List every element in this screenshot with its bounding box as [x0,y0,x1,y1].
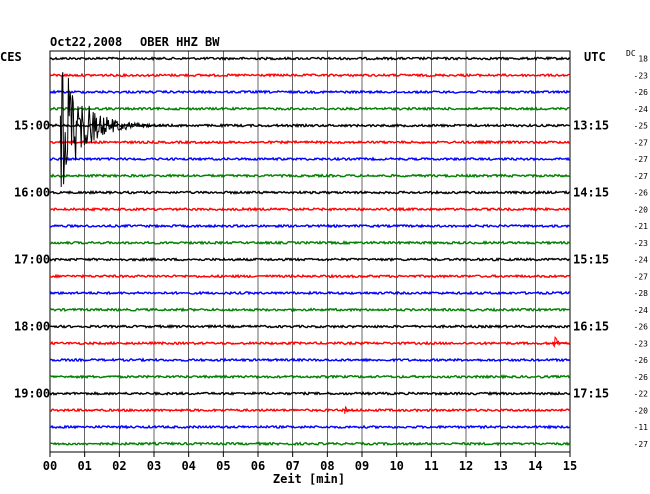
x-tick-label: 03 [147,459,161,473]
dc-label: DC [626,49,636,58]
seismic-trace [49,441,571,447]
seismic-trace [49,156,571,162]
dc-offset-label: -26 [634,356,649,365]
dc-offset-label: -24 [634,256,649,265]
seismic-trace [49,173,571,179]
dc-offset-label: -20 [634,406,649,415]
seismic-trace [49,139,571,145]
right-time-label: 13:15 [573,119,609,133]
dc-offset-label: -27 [634,172,649,181]
seismic-trace [49,374,571,380]
right-time-label: 14:15 [573,186,609,200]
header-station: OBER HHZ BW [140,35,220,49]
x-tick-label: 05 [216,459,230,473]
grid [49,50,571,457]
x-tick-label: 00 [43,459,57,473]
dc-offset-label: -27 [634,138,649,147]
seismic-trace [49,257,571,263]
dc-offset-label: -28 [634,289,649,298]
x-tick-label: 02 [112,459,126,473]
x-tick-label: 15 [563,459,577,473]
dc-offset-label: -23 [634,339,649,348]
dc-offset-label: -21 [634,222,649,231]
plot-frame [49,50,571,453]
seismic-trace [49,324,571,330]
left-timezone: CES [0,50,22,64]
right-time-label: 15:15 [573,253,609,267]
x-tick-label: 09 [355,459,369,473]
right-time-label: 16:15 [573,320,609,334]
dc-offset-label: -26 [634,189,649,198]
left-time-labels: 15:00 16:00 17:00 18:00 19:00 [14,119,50,401]
right-time-label: 17:15 [573,387,609,401]
right-time-labels: 13:15 14:15 15:15 16:15 17:15 [573,119,609,401]
dc-offset-label: -24 [634,306,649,315]
seismic-trace [49,56,571,61]
seismic-trace [49,357,571,363]
x-tick-label: 01 [77,459,91,473]
seismic-trace [49,340,571,346]
x-tick-label: 10 [389,459,403,473]
seismic-trace [49,106,571,112]
x-tick-label: 13 [493,459,507,473]
dc-offset-label: -22 [634,390,649,399]
seismic-trace [49,189,571,196]
trace-layer [49,56,571,447]
dc-offset-label: -27 [634,155,649,164]
seismic-trace [49,122,571,129]
dc-offset-label: -27 [634,440,649,449]
seismic-trace [49,290,571,296]
seismic-trace [49,206,571,212]
event-waveform [59,72,164,188]
x-tick-label: 06 [251,459,265,473]
left-time-label: 16:00 [14,186,50,200]
dc-offset-label: 18 [638,55,648,64]
seismic-trace [49,273,571,279]
seismic-trace [49,89,571,95]
event-waveform [344,405,355,414]
left-time-label: 19:00 [14,387,50,401]
dc-offset-label: -23 [634,71,649,80]
dc-offset-label: -26 [634,373,649,382]
dc-offset-label: -26 [634,323,649,332]
dc-offset-label: -24 [634,105,649,114]
dc-offset-label: -20 [634,205,649,214]
seismic-trace [49,424,571,430]
dc-offset-label: -23 [634,239,649,248]
right-timezone: UTC [584,50,606,64]
x-axis-label: Zeit [min] [273,472,345,486]
seismic-trace [49,72,571,78]
seismic-trace [49,390,571,396]
x-tick-label: 11 [424,459,438,473]
x-tick-label: 07 [285,459,299,473]
header-date: Oct22,2008 [50,35,122,49]
dc-offset-label: -25 [634,122,649,131]
left-time-label: 17:00 [14,253,50,267]
left-time-label: 15:00 [14,119,50,133]
seismic-trace [49,407,571,413]
x-tick-label: 12 [459,459,473,473]
x-tick-label: 08 [320,459,334,473]
event-layer [59,72,570,414]
x-tick-labels: 00 01 02 03 04 05 06 07 08 09 10 11 12 13 14 15 [43,459,577,473]
dc-offset-label: -27 [634,272,649,281]
seismic-trace [50,223,571,229]
x-tick-label: 14 [528,459,542,473]
seismic-trace [49,307,571,313]
dc-offset-labels: 18 -23 -26 -24 -25 -27 -27 -27 -26 -20 -21 -23 -24 -2… [634,55,649,449]
x-tick-label: 04 [181,459,195,473]
event-waveform [552,336,570,349]
seismic-trace [49,240,571,246]
dc-offset-label: -26 [634,88,649,97]
left-time-label: 18:00 [14,320,50,334]
dc-offset-label: -11 [634,423,649,432]
